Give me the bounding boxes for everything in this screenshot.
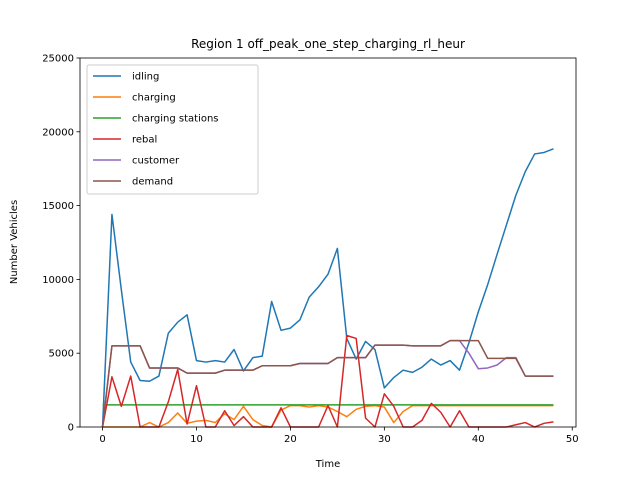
y-tick-label: 15000 — [42, 201, 74, 212]
legend-label-charging: charging — [132, 93, 176, 104]
legend-label-customer: customer — [132, 156, 180, 167]
legend-box — [86, 64, 259, 195]
y-axis: 0 5000 10000 15000 20000 25000 — [42, 54, 80, 434]
chart-title: Region 1 off_peak_one_step_charging_rl_h… — [191, 37, 465, 51]
y-tick-label: 10000 — [42, 275, 74, 286]
y-axis-label: Number Vehicles — [9, 200, 20, 284]
series-layer — [101, 148, 554, 428]
legend-label-demand: demand — [132, 177, 173, 188]
legend: idling charging charging stations rebal cust… — [86, 64, 259, 195]
x-tick-label: 20 — [284, 434, 297, 445]
plot-frame — [79, 57, 577, 428]
x-axis: 0 10 20 30 40 50 — [99, 427, 579, 445]
x-axis-label: Time — [315, 459, 340, 470]
legend-label-charging-stations: charging stations — [132, 114, 219, 125]
x-tick-label: 30 — [378, 434, 391, 445]
series-line-idling — [101, 148, 554, 428]
y-tick-label: 5000 — [49, 349, 74, 360]
legend-label-rebal: rebal — [132, 135, 157, 146]
x-tick-label: 50 — [566, 434, 579, 445]
y-tick-label: 0 — [68, 423, 74, 434]
x-tick-label: 40 — [472, 434, 485, 445]
y-tick-label: 25000 — [42, 54, 74, 65]
y-tick-label: 20000 — [42, 127, 74, 138]
legend-label-idling: idling — [132, 72, 159, 83]
x-tick-label: 0 — [99, 434, 105, 445]
x-tick-label: 10 — [190, 434, 203, 445]
series-line-demand — [101, 339, 554, 428]
